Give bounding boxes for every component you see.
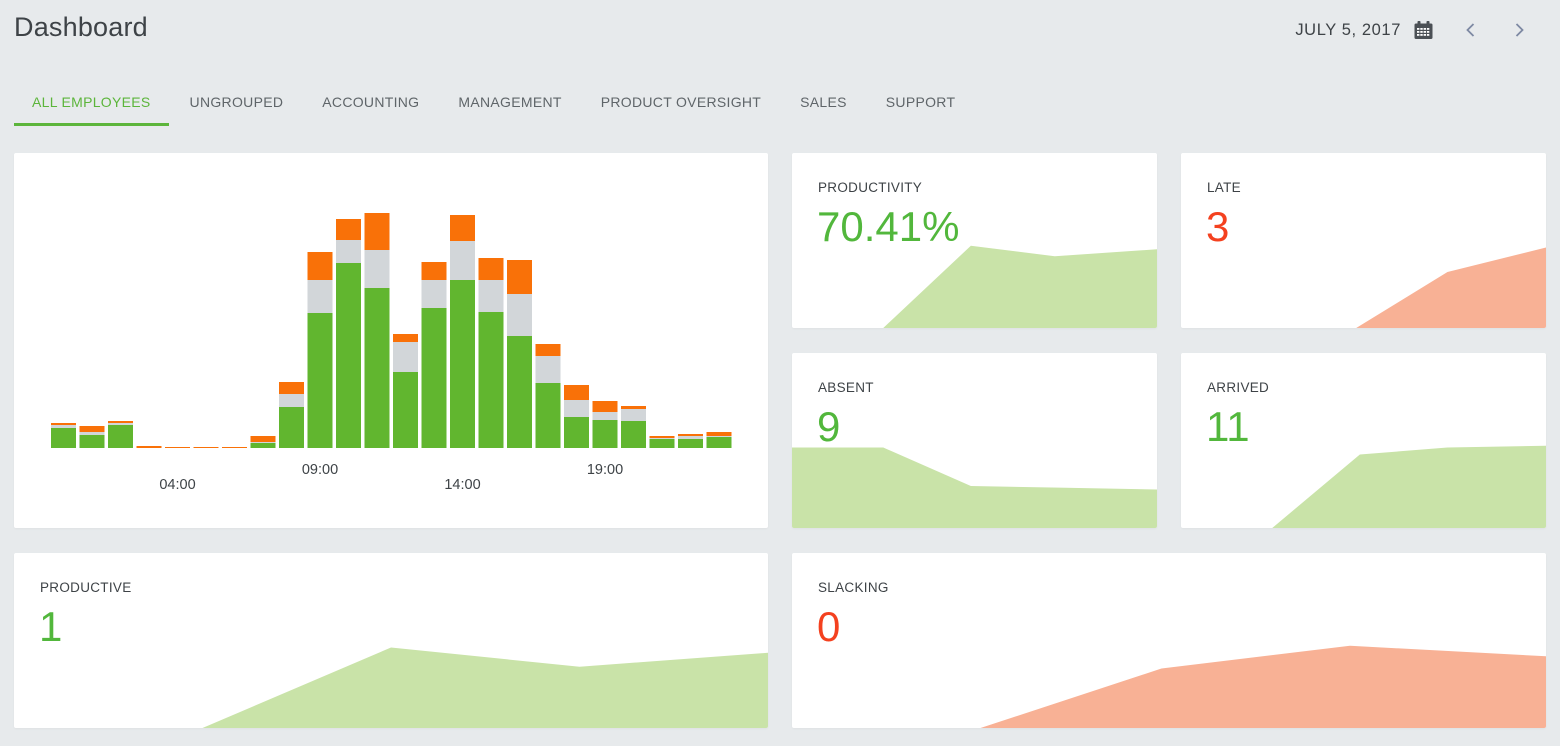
absent-sparkline	[792, 447, 1157, 528]
stat-card-productive[interactable]: PRODUCTIVE 1	[14, 553, 768, 728]
productive-sparkline	[14, 647, 768, 728]
svg-text:09:00: 09:00	[302, 462, 338, 478]
hourly-activity-card: 04:00 09:00 14:00 19:00	[14, 153, 768, 528]
stat-card-productivity[interactable]: PRODUCTIVITY 70.41%	[792, 153, 1157, 328]
calendar-icon[interactable]	[1413, 20, 1434, 40]
stat-value-productivity: 70.41%	[817, 203, 960, 250]
page-title: Dashboard	[14, 12, 148, 42]
stat-label-slacking: SLACKING	[818, 580, 889, 595]
tab-accounting[interactable]: ACCOUNTING	[322, 94, 420, 110]
stat-label-late: LATE	[1207, 180, 1241, 195]
stat-label-absent: ABSENT	[818, 380, 874, 395]
tab-product-oversight[interactable]: PRODUCT OVERSIGHT	[600, 94, 762, 110]
stat-label-productive: PRODUCTIVE	[40, 580, 132, 595]
stat-card-arrived[interactable]: ARRIVED 11	[1181, 353, 1546, 528]
stat-value-slacking: 0	[817, 603, 841, 650]
stat-value-productive: 1	[39, 603, 63, 650]
date-label[interactable]: JULY 5, 2017	[1295, 20, 1401, 39]
stat-card-slacking[interactable]: SLACKING 0	[792, 553, 1546, 728]
tab-ungrouped[interactable]: UNGROUPED	[189, 94, 284, 110]
svg-text:04:00: 04:00	[159, 477, 195, 493]
header: Dashboard JULY 5, 2017	[0, 0, 1560, 60]
cards-grid: 04:00 09:00 14:00 19:00 PRODUCTIVITY 70.41%…	[14, 153, 1546, 728]
productivity-sparkline	[792, 245, 1157, 328]
stat-label-productivity: PRODUCTIVITY	[818, 180, 923, 195]
stat-card-late[interactable]: LATE 3	[1181, 153, 1546, 328]
stat-value-absent: 9	[817, 403, 841, 450]
slacking-sparkline	[792, 645, 1546, 728]
tab-management[interactable]: MANAGEMENT	[458, 94, 562, 110]
tab-sales[interactable]: SALES	[800, 94, 847, 110]
group-tabs: ALL EMPLOYEES UNGROUPED ACCOUNTING MANAG…	[14, 94, 1546, 126]
stat-label-arrived: ARRIVED	[1207, 380, 1270, 395]
stat-value-arrived: 11	[1206, 403, 1250, 450]
hourly-activity-chart[interactable]: 04:00 09:00 14:00 19:00	[14, 153, 768, 528]
late-sparkline	[1181, 247, 1546, 328]
date-controls: JULY 5, 2017	[1295, 18, 1530, 42]
svg-text:19:00: 19:00	[587, 462, 623, 478]
arrived-sparkline	[1181, 445, 1546, 528]
stat-card-absent[interactable]: ABSENT 9	[792, 353, 1157, 528]
tab-support[interactable]: SUPPORT	[885, 94, 956, 110]
chevron-left-icon[interactable]	[1460, 18, 1480, 42]
tab-all-employees[interactable]: ALL EMPLOYEES	[14, 94, 169, 126]
chevron-right-icon[interactable]	[1510, 18, 1530, 42]
stat-value-late: 3	[1206, 203, 1230, 250]
svg-text:14:00: 14:00	[444, 477, 480, 493]
